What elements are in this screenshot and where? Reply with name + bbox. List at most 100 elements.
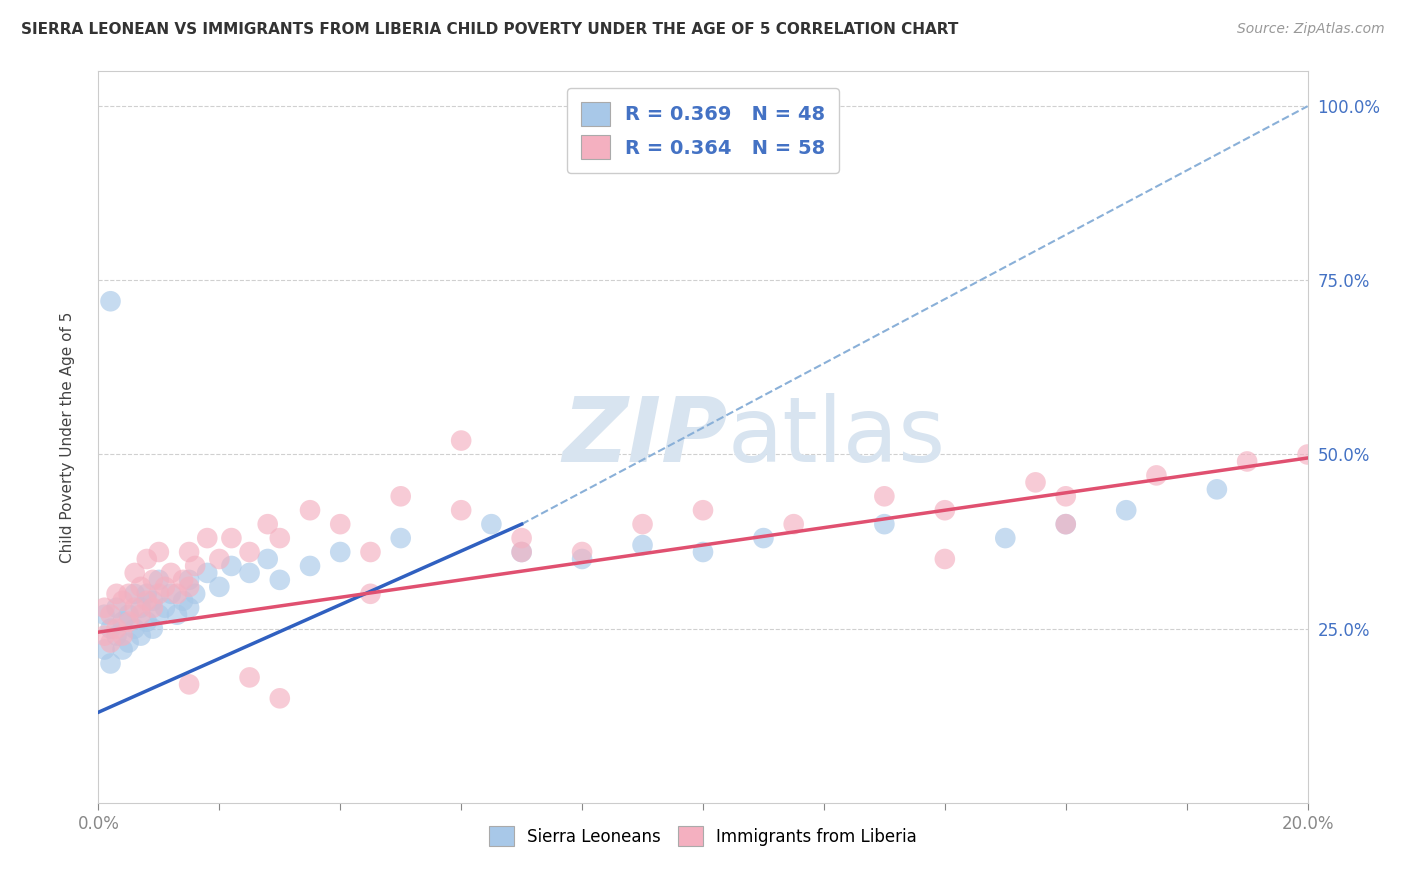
Point [129,580,152,594]
Point [994,531,1017,545]
Point [148,545,170,559]
Point [153,600,176,615]
Point [93,642,115,657]
Point [118,615,141,629]
Point [510,545,533,559]
Point [135,615,157,629]
Point [256,517,278,532]
Point [510,545,533,559]
Point [135,552,157,566]
Point [148,607,170,622]
Point [179,545,201,559]
Point [510,531,533,545]
Point [692,503,714,517]
Point [142,600,165,615]
Point [148,573,170,587]
Point [179,600,201,615]
Text: ZIP: ZIP [562,393,727,481]
Point [179,677,201,691]
Point [631,538,654,552]
Point [111,594,134,608]
Y-axis label: Child Poverty Under the Age of 5: Child Poverty Under the Age of 5 [60,311,75,563]
Point [1296,448,1319,462]
Point [1236,454,1258,468]
Point [129,629,152,643]
Point [389,489,412,503]
Point [1054,517,1077,532]
Point [360,587,382,601]
Text: Source: ZipAtlas.com: Source: ZipAtlas.com [1237,22,1385,37]
Point [142,573,165,587]
Point [269,573,291,587]
Point [118,607,141,622]
Point [124,566,146,580]
Point [100,294,122,309]
Point [1206,483,1229,497]
Point [124,622,146,636]
Point [195,566,218,580]
Text: SIERRA LEONEAN VS IMMIGRANTS FROM LIBERIA CHILD POVERTY UNDER THE AGE OF 5 CORRE: SIERRA LEONEAN VS IMMIGRANTS FROM LIBERI… [21,22,959,37]
Point [100,607,122,622]
Point [135,594,157,608]
Legend: Sierra Leoneans, Immigrants from Liberia: Sierra Leoneans, Immigrants from Liberia [482,820,924,853]
Point [208,552,231,566]
Point [179,580,201,594]
Point [783,517,806,532]
Point [873,489,896,503]
Point [631,517,654,532]
Point [1024,475,1046,490]
Point [111,629,134,643]
Point [172,594,194,608]
Point [239,566,262,580]
Point [100,635,122,649]
Point [571,545,593,559]
Point [1054,517,1077,532]
Point [1115,503,1137,517]
Point [239,545,262,559]
Point [172,573,194,587]
Text: atlas: atlas [727,393,945,481]
Point [142,622,165,636]
Point [160,566,183,580]
Point [111,642,134,657]
Point [184,558,207,573]
Point [124,587,146,601]
Point [752,531,775,545]
Point [111,615,134,629]
Point [153,580,176,594]
Point [118,635,141,649]
Point [450,503,472,517]
Point [142,594,165,608]
Point [118,587,141,601]
Point [105,629,128,643]
Point [166,587,188,601]
Point [269,531,291,545]
Point [221,558,243,573]
Point [208,580,231,594]
Point [571,552,593,566]
Point [239,670,262,684]
Point [389,531,412,545]
Point [100,622,122,636]
Point [221,531,243,545]
Point [329,545,352,559]
Point [166,607,188,622]
Point [692,545,714,559]
Point [269,691,291,706]
Point [93,629,115,643]
Point [1054,489,1077,503]
Point [450,434,472,448]
Point [105,587,128,601]
Point [129,600,152,615]
Point [93,600,115,615]
Point [299,558,322,573]
Point [93,607,115,622]
Point [299,503,322,517]
Point [100,657,122,671]
Point [105,622,128,636]
Point [195,531,218,545]
Point [873,517,896,532]
Point [160,587,183,601]
Point [1144,468,1167,483]
Point [135,587,157,601]
